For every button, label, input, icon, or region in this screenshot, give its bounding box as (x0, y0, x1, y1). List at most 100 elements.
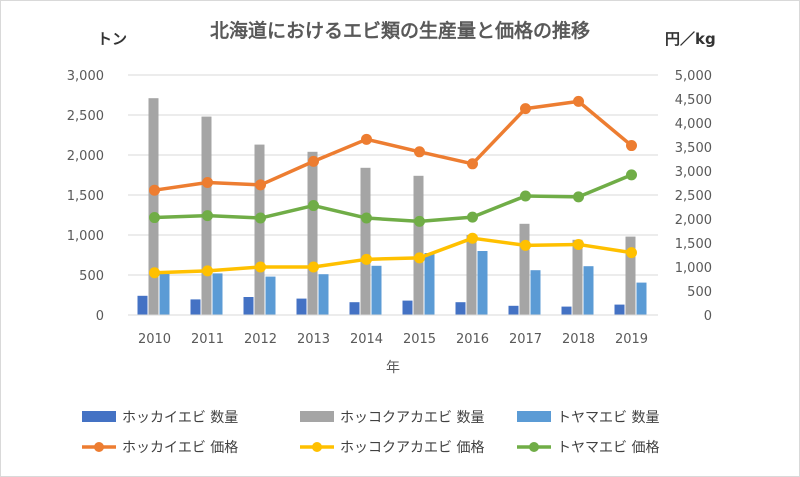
bar (583, 266, 594, 315)
series-point (626, 140, 637, 152)
bar (254, 144, 265, 315)
x-tick-label: 2014 (350, 332, 383, 347)
legend-label: ホッカイエビ 価格 (122, 440, 238, 456)
series-point (202, 265, 213, 277)
bar (349, 302, 360, 315)
series-point (308, 155, 319, 167)
x-tick-label: 2018 (562, 332, 595, 347)
y-tick-label: 1,500 (67, 189, 104, 204)
legend-swatch (300, 411, 334, 422)
chart-title: 北海道におけるエビ類の生産量と価格の推移 (210, 19, 590, 42)
x-tick-label: 2013 (297, 332, 330, 347)
y-axis-unit-left: トン (97, 30, 127, 48)
bar (402, 300, 413, 315)
x-tick-label: 2012 (244, 332, 277, 347)
bar (148, 98, 159, 315)
y2-tick-label: 3,000 (675, 165, 712, 180)
bar (508, 305, 519, 315)
series-point (520, 103, 531, 115)
series-point (626, 247, 637, 259)
bar (212, 273, 223, 315)
y-tick-label: 3,000 (67, 69, 104, 84)
legend-label: トヤマエビ 価格 (557, 440, 659, 456)
y2-tick-label: 5,000 (675, 69, 712, 84)
series-point (149, 184, 160, 196)
y-axis-unit-right: 円／kg (665, 30, 716, 48)
series-point (149, 267, 160, 279)
bars (137, 98, 647, 315)
x-axis-label: 年 (386, 360, 400, 376)
y2-tick-label: 2,500 (675, 189, 712, 204)
bar (636, 282, 647, 315)
x-tick-label: 2011 (191, 332, 224, 347)
bar (614, 304, 625, 315)
series-point (414, 252, 425, 264)
y2-tick-label: 1,500 (675, 237, 712, 252)
bar (572, 239, 583, 315)
bar (424, 253, 435, 315)
legend-label: トヤマエビ 数量 (557, 410, 659, 426)
bar (137, 295, 148, 315)
bar (625, 236, 636, 315)
bar (360, 167, 371, 315)
series-point (573, 95, 584, 107)
legend-label: ホッコクアカエビ 数量 (340, 410, 484, 426)
series-point (308, 261, 319, 273)
y-tick-label: 2,000 (67, 149, 104, 164)
series-point (414, 215, 425, 227)
x-tick-label: 2010 (138, 332, 171, 347)
bar (296, 298, 307, 315)
bar (265, 276, 276, 315)
series-point (361, 212, 372, 224)
x-tick-label: 2017 (509, 332, 542, 347)
series-point (255, 212, 266, 224)
x-tick-label: 2016 (456, 332, 489, 347)
y2-tick-label: 4,000 (675, 117, 712, 132)
legend-marker (529, 442, 539, 452)
x-tick-label: 2015 (403, 332, 436, 347)
y-tick-label: 500 (79, 269, 104, 284)
series-point (520, 239, 531, 251)
series-point (573, 238, 584, 250)
bar (318, 274, 329, 315)
series-point (149, 212, 160, 224)
legend-swatch (82, 411, 116, 422)
series-point (573, 191, 584, 203)
bar (466, 235, 477, 315)
series-point (626, 169, 637, 181)
y-tick-label: 2,500 (67, 109, 104, 124)
series-point (414, 146, 425, 158)
series-point (255, 261, 266, 273)
bar (243, 297, 254, 315)
series-point (361, 253, 372, 265)
bar (530, 270, 541, 315)
legend-label: ホッコクアカエビ 価格 (340, 440, 484, 456)
series-point (255, 179, 266, 191)
legend-label: ホッカイエビ 数量 (122, 410, 238, 426)
bar (519, 223, 530, 315)
y2-tick-label: 4,500 (675, 93, 712, 108)
bar (477, 251, 488, 315)
legend-marker (94, 442, 104, 452)
bar (159, 273, 170, 315)
legend-marker (312, 442, 322, 452)
bar (307, 151, 318, 315)
series-point (467, 158, 478, 170)
bar (413, 175, 424, 315)
y-tick-label: 0 (96, 309, 104, 324)
series-point (467, 232, 478, 244)
y2-tick-label: 0 (704, 309, 712, 324)
y2-tick-label: 1,000 (675, 261, 712, 276)
bar (190, 299, 201, 315)
y2-tick-label: 3,500 (675, 141, 712, 156)
series-line (154, 99, 633, 192)
series-point (308, 200, 319, 212)
y2-tick-label: 500 (687, 285, 712, 300)
series-point (202, 210, 213, 222)
y-tick-label: 1,000 (67, 229, 104, 244)
series-point (520, 190, 531, 202)
bar (371, 265, 382, 315)
